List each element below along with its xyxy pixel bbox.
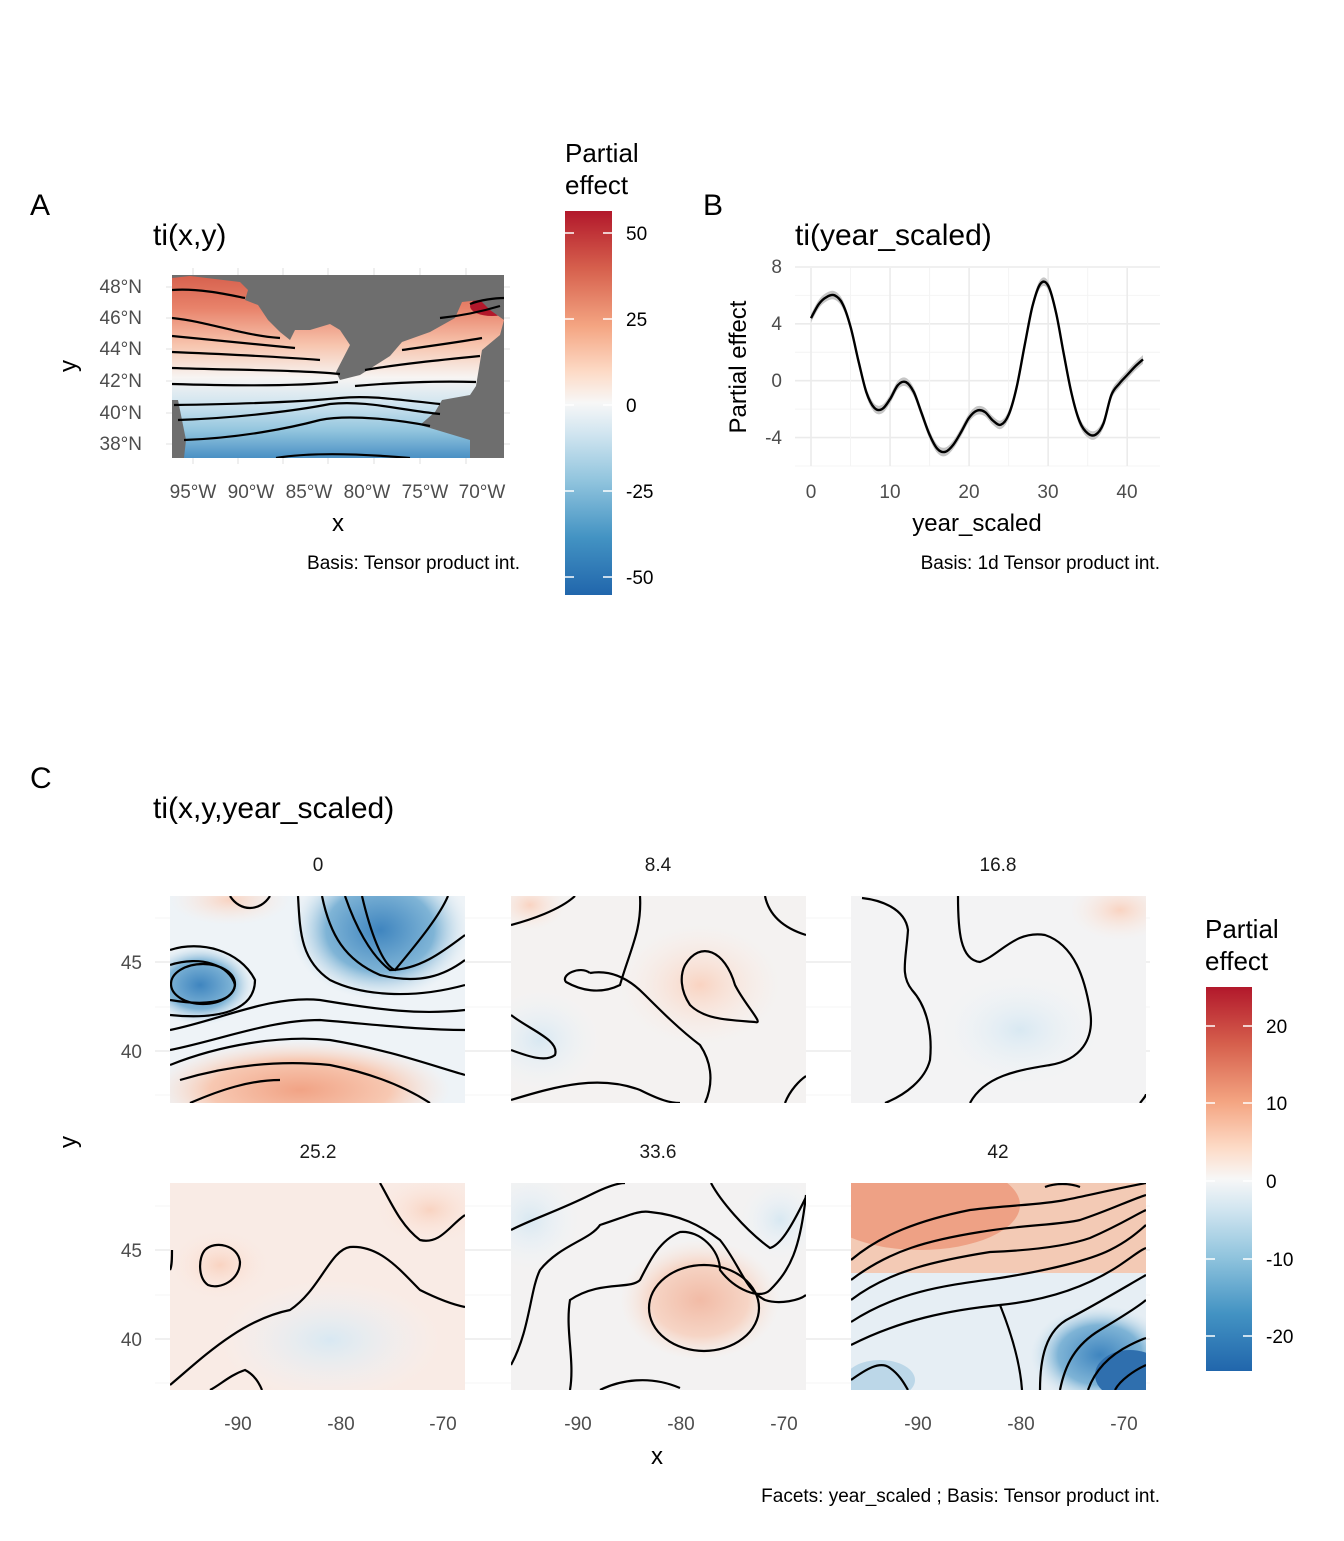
panel-b-y-tick: 4 [771, 314, 782, 335]
legend-top-tick: 0 [626, 396, 637, 417]
panel-c-y-label: y [55, 1136, 82, 1148]
panel-c-x-tick: -70 [770, 1414, 797, 1435]
panel-b-x-tick: 20 [958, 482, 979, 503]
panel-letter-b: B [703, 189, 723, 222]
facet-strip-label: 8.4 [645, 855, 672, 876]
panel-c-y-tick: 40 [121, 1330, 142, 1351]
panel-a-x-tick: 90°W [228, 482, 275, 503]
facet-strip-label: 33.6 [640, 1142, 677, 1163]
panel-a-y-tick: 46°N [100, 308, 142, 329]
panel-a-x-tick: 80°W [344, 482, 391, 503]
panel-a: A ti(x,y) [30, 189, 520, 574]
panel-c-y-tick: 45 [121, 1241, 142, 1262]
panel-c-y-ticks: 45 40 45 40 [121, 953, 142, 1351]
legend-top-tick: -50 [626, 568, 653, 589]
panel-a-x-tick: 85°W [286, 482, 333, 503]
legend-bottom-title-line1: Partial [1205, 914, 1279, 944]
panel-c-x-tick: -80 [1007, 1414, 1034, 1435]
panel-b-y-tick: 0 [771, 371, 782, 392]
legend-bottom-ticks [1206, 1025, 1252, 1337]
legend-bottom-tick: -20 [1266, 1327, 1293, 1348]
panel-a-caption: Basis: Tensor product int. [307, 553, 520, 574]
panel-b-x-tick: 10 [879, 482, 900, 503]
facet-4 [511, 1183, 806, 1390]
panel-c-x-label: x [651, 1443, 663, 1470]
panel-b-x-label: year_scaled [912, 510, 1041, 537]
panel-c-x-tick: -70 [1110, 1414, 1137, 1435]
facet-strip-label: 0 [313, 855, 324, 876]
legend-bottom-tick: 20 [1266, 1017, 1287, 1038]
panel-c-x-tick: -90 [564, 1414, 591, 1435]
facet-strip-label: 42 [987, 1142, 1008, 1163]
legend-bottom-tick: 0 [1266, 1172, 1277, 1193]
panel-c-title: ti(x,y,year_scaled) [153, 792, 394, 825]
panel-c-x-tick: -80 [667, 1414, 694, 1435]
panel-b-y-ticks: 8 4 0 -4 [765, 257, 782, 449]
panel-a-land [172, 275, 504, 458]
panel-a-y-tick: 42°N [100, 371, 142, 392]
panel-a-y-label: y [55, 360, 82, 372]
facet-3 [170, 1183, 465, 1390]
legend-bottom-tick: 10 [1266, 1094, 1287, 1115]
panel-a-land-sw [172, 400, 186, 458]
panel-a-x-tick: 70°W [459, 482, 506, 503]
panel-b: B ti(year_scaled) 8 4 0 -4 0 10 20 30 40… [703, 189, 1160, 574]
panel-a-x-ticks: 95°W 90°W 85°W 80°W 75°W 70°W [170, 482, 506, 503]
panel-b-x-tick: 0 [806, 482, 817, 503]
panel-a-x-tick: 75°W [402, 482, 449, 503]
panel-a-y-ticks: 48°N 46°N 44°N 42°N 40°N 38°N [100, 277, 142, 455]
panel-c-x-tick: -70 [429, 1414, 456, 1435]
panel-c-x-tick: -90 [224, 1414, 251, 1435]
panel-b-title: ti(year_scaled) [795, 219, 992, 252]
facet-0 [170, 896, 465, 1103]
facet-5 [851, 1183, 1146, 1390]
panel-c-x-tick: -80 [327, 1414, 354, 1435]
panel-a-y-tick: 38°N [100, 434, 142, 455]
panel-b-x-tick: 40 [1116, 482, 1137, 503]
panel-a-map [172, 275, 504, 458]
panel-a-title: ti(x,y) [153, 219, 226, 252]
legend-bottom-title-line2: effect [1205, 946, 1269, 976]
panel-a-y-tick: 48°N [100, 277, 142, 298]
legend-top-ticks [565, 232, 612, 578]
legend-top-tick: 50 [626, 224, 647, 245]
facet-1 [511, 896, 806, 1103]
legend-bottom: Partial effect 20 10 0 -10 -20 [1205, 914, 1293, 1371]
panel-b-x-tick: 30 [1037, 482, 1058, 503]
facet-strip-label: 25.2 [300, 1142, 337, 1163]
legend-top-title-line1: Partial [565, 138, 639, 168]
panel-a-y-tick: 40°N [100, 403, 142, 424]
panel-letter-a: A [30, 189, 50, 222]
legend-top-title-line2: effect [565, 170, 629, 200]
panel-a-x-tick: 95°W [170, 482, 217, 503]
panel-letter-c: C [30, 762, 52, 795]
facet-strip-label: 16.8 [980, 855, 1017, 876]
panel-c-caption: Facets: year_scaled ; Basis: Tensor prod… [761, 1486, 1160, 1507]
panel-c-y-tick: 45 [121, 953, 142, 974]
panel-b-grid [795, 266, 1160, 467]
panel-c: C ti(x,y,year_scaled) 0 8.4 16.8 25.2 33… [30, 762, 1160, 1507]
legend-bottom-tick: -10 [1266, 1250, 1293, 1271]
legend-top-tick: -25 [626, 482, 653, 503]
panel-c-x-ticks: -90 -80 -70 -90 -80 -70 -90 -80 -70 [224, 1414, 1137, 1435]
panel-a-y-tick: 44°N [100, 339, 142, 360]
panel-b-y-tick: 8 [771, 257, 782, 278]
panel-c-y-tick: 40 [121, 1042, 142, 1063]
legend-top-colorbar [565, 211, 612, 595]
panel-c-x-tick: -90 [904, 1414, 931, 1435]
panel-b-smooth-line [809, 280, 1144, 454]
panel-b-y-tick: -4 [765, 428, 782, 449]
panel-b-x-ticks: 0 10 20 30 40 [806, 482, 1138, 503]
legend-bottom-colorbar [1206, 987, 1252, 1371]
panel-a-x-label: x [332, 510, 344, 537]
panel-b-y-label: Partial effect [725, 300, 752, 433]
legend-top: Partial effect 50 25 0 -25 -50 [565, 138, 653, 595]
facet-2 [851, 896, 1146, 1103]
panel-b-caption: Basis: 1d Tensor product int. [921, 553, 1160, 574]
legend-top-tick: 25 [626, 310, 647, 331]
